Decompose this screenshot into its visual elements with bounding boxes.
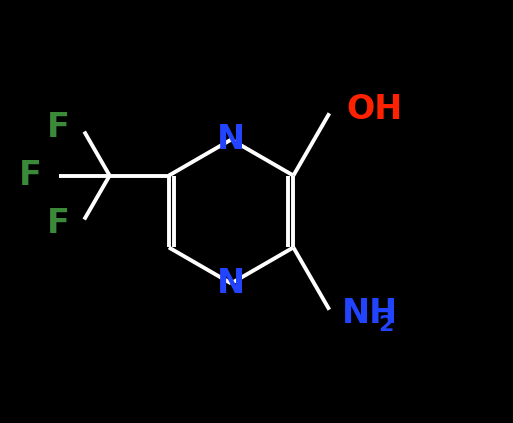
Text: N: N bbox=[217, 267, 245, 300]
Text: N: N bbox=[217, 123, 245, 156]
Text: 2: 2 bbox=[378, 315, 393, 335]
Text: F: F bbox=[47, 207, 69, 240]
Text: NH: NH bbox=[342, 297, 398, 330]
Text: OH: OH bbox=[346, 93, 403, 126]
Text: F: F bbox=[19, 159, 42, 192]
Text: F: F bbox=[47, 111, 69, 144]
